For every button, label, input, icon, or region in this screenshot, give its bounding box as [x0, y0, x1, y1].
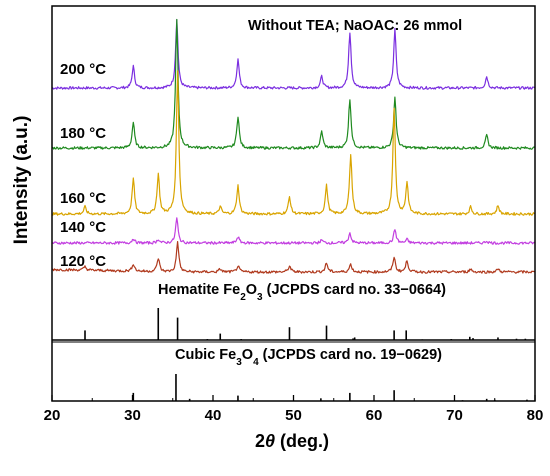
x-tick-label: 50: [285, 407, 302, 424]
x-tick-label: 80: [527, 407, 544, 424]
x-tick-label: 20: [44, 407, 61, 424]
reference-label: Cubic Fe3O4 (JCPDS card no. 19−0629): [175, 347, 442, 368]
series-label: 200 °C: [60, 61, 106, 78]
x-tick-label: 60: [366, 407, 383, 424]
series-label: 180 °C: [60, 125, 106, 142]
series-line: [51, 70, 536, 216]
series-label: 140 °C: [60, 219, 106, 236]
chart-annotation: Without TEA; NaOAC: 26 mmol: [248, 18, 462, 34]
series-line: [51, 241, 536, 274]
y-axis-label: Intensity (a.u.): [11, 116, 32, 245]
series-line: [51, 19, 536, 90]
series-label: 120 °C: [60, 253, 106, 270]
series-line: [51, 18, 536, 150]
x-axis-label-two: 2: [255, 431, 265, 451]
x-tick-label: 30: [124, 407, 141, 424]
series-label: 160 °C: [60, 190, 106, 207]
series-line: [51, 217, 536, 245]
x-tick-label: 70: [446, 407, 463, 424]
x-tick-label: 40: [205, 407, 222, 424]
plot-area: 200 °C 180 °C 160 °C 140 °C 120 °C Hematite F…: [44, 5, 544, 424]
y-axis-label-text: Intensity (a.u.): [11, 116, 32, 245]
x-axis-label-units: (deg.): [275, 431, 329, 451]
x-axis-label-theta: θ: [265, 431, 275, 451]
x-axis-label: 2θ (deg.): [255, 431, 329, 451]
reference-label: Hematite Fe2O3 (JCPDS card no. 33−0664): [158, 282, 446, 303]
